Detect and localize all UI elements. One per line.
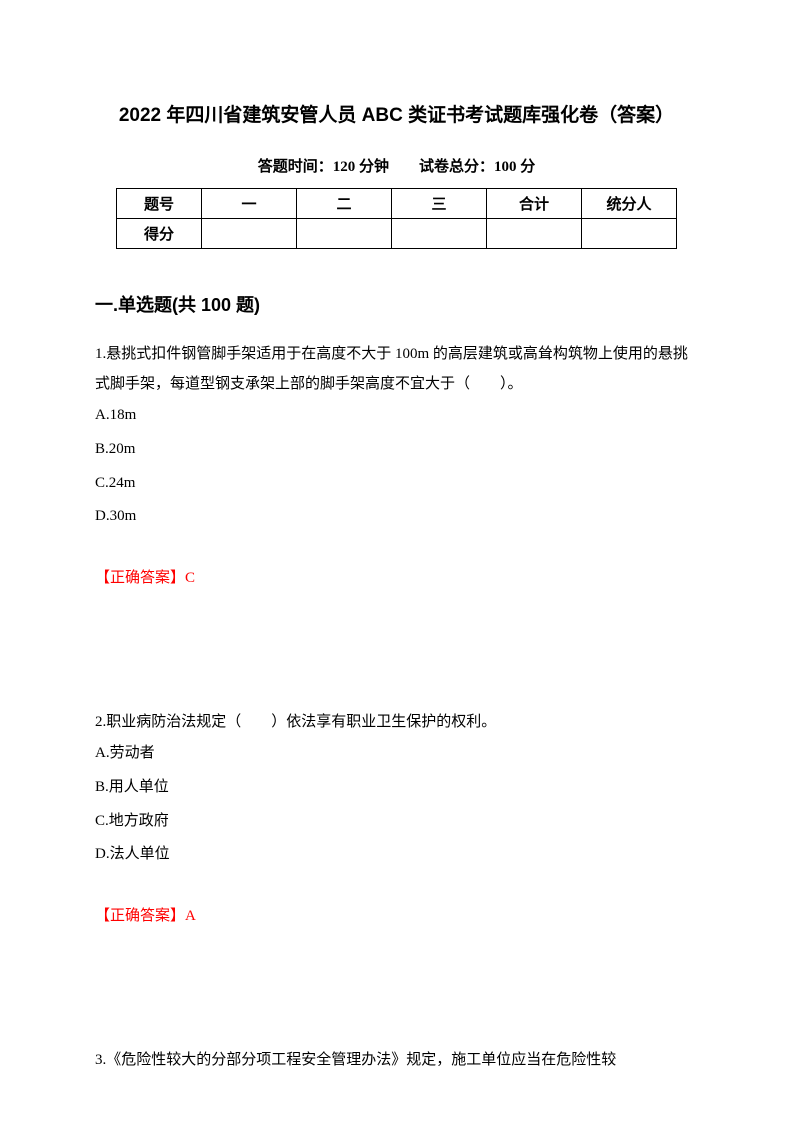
answer-value: A	[185, 908, 196, 924]
table-score-row: 得分	[117, 219, 677, 249]
option-a: A.18m	[95, 399, 698, 433]
option-d: D.30m	[95, 500, 698, 534]
section-header: 一.单选题(共 100 题)	[95, 291, 698, 317]
question-2: 2.职业病防治法规定（ ）依法享有职业卫生保护的权利。 A.劳动者 B.用人单位…	[95, 707, 698, 925]
exam-info: 答题时间：120 分钟 试卷总分：100 分	[95, 155, 698, 176]
option-c: C.24m	[95, 467, 698, 501]
score-label-cell: 得分	[117, 219, 202, 249]
header-cell: 题号	[117, 189, 202, 219]
option-b: B.用人单位	[95, 771, 698, 805]
option-b: B.20m	[95, 433, 698, 467]
question-text: 2.职业病防治法规定（ ）依法享有职业卫生保护的权利。	[95, 707, 698, 737]
question-text: 1.悬挑式扣件钢管脚手架适用于在高度不大于 100m 的高层建筑或高耸构筑物上使…	[95, 339, 698, 399]
score-table: 题号 一 二 三 合计 统分人 得分	[116, 188, 677, 249]
option-c: C.地方政府	[95, 805, 698, 839]
question-1: 1.悬挑式扣件钢管脚手架适用于在高度不大于 100m 的高层建筑或高耸构筑物上使…	[95, 339, 698, 587]
header-cell: 三	[392, 189, 487, 219]
answer-label: 【正确答案】	[95, 908, 185, 924]
answer-2: 【正确答案】A	[95, 904, 698, 925]
answer-value: C	[185, 570, 195, 586]
score-cell	[202, 219, 297, 249]
option-d: D.法人单位	[95, 838, 698, 872]
header-cell: 二	[297, 189, 392, 219]
score-cell	[392, 219, 487, 249]
score-cell	[487, 219, 582, 249]
answer-1: 【正确答案】C	[95, 566, 698, 587]
score-cell	[297, 219, 392, 249]
score-cell	[582, 219, 677, 249]
exam-title: 2022 年四川省建筑安管人员 ABC 类证书考试题库强化卷（答案）	[95, 100, 698, 127]
header-cell: 合计	[487, 189, 582, 219]
header-cell: 统分人	[582, 189, 677, 219]
header-cell: 一	[202, 189, 297, 219]
answer-label: 【正确答案】	[95, 570, 185, 586]
option-a: A.劳动者	[95, 737, 698, 771]
question-3: 3.《危险性较大的分部分项工程安全管理办法》规定，施工单位应当在危险性较	[95, 1045, 698, 1075]
question-text: 3.《危险性较大的分部分项工程安全管理办法》规定，施工单位应当在危险性较	[95, 1045, 698, 1075]
table-header-row: 题号 一 二 三 合计 统分人	[117, 189, 677, 219]
